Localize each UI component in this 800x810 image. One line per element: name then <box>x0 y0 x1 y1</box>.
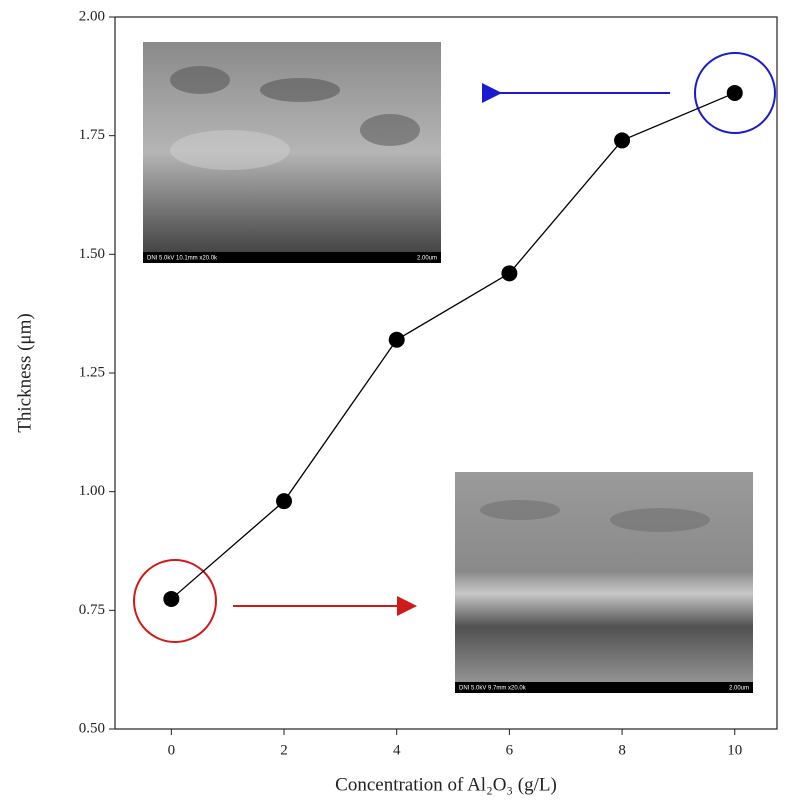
y-tick-label: 1.25 <box>79 364 105 380</box>
highlight-circle <box>133 559 217 643</box>
y-tick-label: 1.75 <box>79 127 105 143</box>
y-tick-label: 0.50 <box>79 720 105 736</box>
x-axis-label: Concentration of Al₂O₃ (g/L) <box>335 774 557 795</box>
inset-caption: DNI 5.0kV 10.1mm x20.0k <box>147 256 218 262</box>
y-tick-label: 2.00 <box>79 8 105 24</box>
x-tick-label: 8 <box>618 742 626 758</box>
inset-scale: 2.00um <box>417 256 437 262</box>
inset-top: DNI 5.0kV 10.1mm x20.0k 2.00um <box>143 42 441 263</box>
y-tick-label: 1.00 <box>79 483 105 499</box>
x-tick-label: 6 <box>506 742 514 758</box>
data-point <box>614 132 631 149</box>
inset-caption: DNI 5.0kV 9.7mm x20.0k <box>459 686 527 692</box>
inset-scale: 2.00um <box>729 686 749 692</box>
data-point <box>163 590 180 607</box>
y-axis-label: Thickness (μm) <box>14 313 35 432</box>
x-tick-label: 0 <box>168 742 176 758</box>
x-tick-label: 2 <box>280 742 288 758</box>
data-point <box>501 265 518 282</box>
data-line <box>170 92 735 600</box>
y-tick-label: 1.50 <box>79 246 105 262</box>
x-tick-label: 4 <box>393 742 401 758</box>
data-point <box>276 493 293 510</box>
y-tick-label: 0.75 <box>79 602 105 618</box>
data-point <box>388 331 405 348</box>
inset-bottom: DNI 5.0kV 9.7mm x20.0k 2.00um <box>455 472 753 693</box>
data-point <box>726 84 743 101</box>
x-tick-label: 10 <box>727 742 742 758</box>
highlight-circle <box>694 52 776 134</box>
